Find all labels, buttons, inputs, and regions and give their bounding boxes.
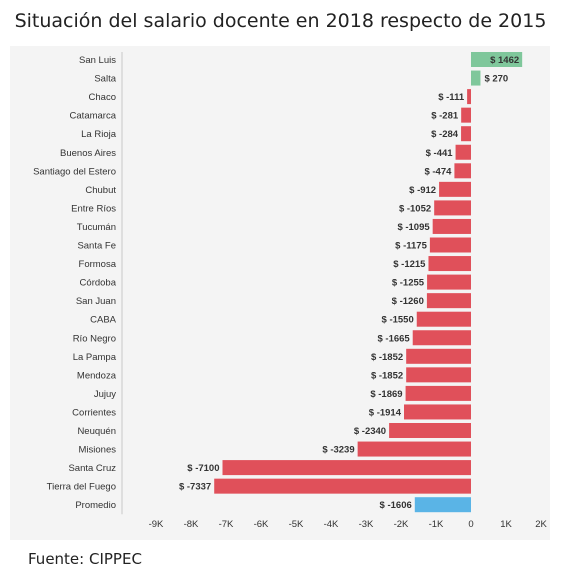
x-tick-label: -2K — [394, 519, 409, 530]
category-label: Río Negro — [73, 333, 116, 344]
bar — [426, 293, 471, 309]
bar — [439, 181, 471, 197]
bar — [461, 107, 471, 123]
x-tick-label: -4K — [324, 519, 339, 530]
category-label: Formosa — [79, 259, 117, 270]
x-tick-label: 1K — [500, 519, 512, 530]
data-label: $ -1255 — [392, 278, 425, 289]
chart-title: Situación del salario docente en 2018 re… — [14, 10, 547, 32]
category-label: Chubut — [85, 185, 116, 196]
data-label: $ -1665 — [377, 333, 410, 344]
bar — [404, 404, 471, 420]
bar — [471, 70, 481, 86]
x-tick-label: 0 — [468, 519, 473, 530]
data-label: $ -1175 — [395, 241, 427, 252]
x-tick-label: 2K — [535, 519, 547, 530]
data-label: $ -2340 — [354, 426, 386, 437]
category-label: Tucumán — [77, 222, 116, 233]
bar — [416, 311, 471, 327]
data-label: $ -281 — [431, 111, 459, 122]
category-label: Jujuy — [94, 389, 116, 400]
bar — [432, 218, 471, 234]
category-label: Tierra del Fuego — [47, 482, 116, 493]
data-label: $ -7337 — [179, 482, 211, 493]
data-label: $ -1852 — [371, 370, 403, 381]
bar — [428, 256, 471, 272]
data-label: $ -1095 — [397, 222, 430, 233]
data-label: $ -1550 — [382, 315, 414, 326]
data-label: $ -474 — [424, 166, 452, 177]
bar — [412, 330, 471, 346]
data-label: $ -1215 — [393, 259, 426, 270]
data-label: $ 1462 — [490, 55, 519, 66]
bar — [357, 441, 471, 457]
bar — [405, 385, 471, 401]
x-tick-label: -3K — [359, 519, 374, 530]
bar — [461, 126, 471, 142]
bar — [455, 144, 471, 160]
bar — [414, 497, 471, 513]
bar — [427, 274, 471, 290]
bar — [406, 367, 471, 383]
category-label: San Luis — [79, 55, 116, 66]
data-label: $ -3239 — [322, 445, 354, 456]
category-label: Mendoza — [77, 370, 117, 381]
category-label: La Pampa — [73, 352, 117, 363]
x-tick-label: -1K — [429, 519, 444, 530]
category-label: Corrientes — [72, 407, 116, 418]
category-label: Entre Ríos — [71, 203, 116, 214]
data-label: $ -1052 — [399, 203, 431, 214]
x-tick-label: -8K — [184, 519, 199, 530]
category-label: Misiones — [79, 445, 117, 456]
data-label: $ -1260 — [392, 296, 424, 307]
data-label: $ -1606 — [380, 500, 412, 511]
chart-panel — [10, 46, 550, 540]
category-label: Promedio — [75, 500, 116, 511]
bar — [429, 237, 471, 253]
data-label: $ -1852 — [371, 352, 403, 363]
category-label: La Rioja — [81, 129, 117, 140]
bar — [454, 163, 471, 179]
bar — [471, 52, 523, 67]
bar — [222, 460, 471, 476]
category-label: Chaco — [89, 92, 116, 103]
data-label: $ 270 — [484, 74, 508, 85]
x-tick-label: -6K — [254, 519, 269, 530]
category-label: Córdoba — [80, 278, 117, 289]
data-label: $ -912 — [409, 185, 436, 196]
data-label: $ -1914 — [369, 407, 402, 418]
data-label: $ -284 — [431, 129, 459, 140]
bar — [434, 200, 471, 216]
category-label: Santa Fe — [77, 241, 116, 252]
category-label: Santa Cruz — [68, 463, 116, 474]
x-tick-label: -9K — [149, 519, 164, 530]
data-label: $ -111 — [438, 92, 465, 103]
category-label: Catamarca — [70, 111, 117, 122]
data-label: $ -1869 — [370, 389, 402, 400]
bar — [406, 348, 471, 364]
data-label: $ -441 — [426, 148, 454, 159]
category-label: Salta — [94, 74, 116, 85]
data-label: $ -7100 — [187, 463, 219, 474]
bar — [467, 89, 471, 105]
x-tick-label: -7K — [219, 519, 234, 530]
category-label: Neuquén — [77, 426, 116, 437]
source-note: Fuente: CIPPEC — [28, 550, 142, 568]
x-tick-label: -5K — [289, 519, 304, 530]
bar — [389, 423, 471, 438]
category-label: CABA — [90, 315, 117, 326]
bar-chart: San Luis $ 1462 Salta $ 270 Chaco $ -111 Catam… — [33, 52, 547, 530]
category-label: San Juan — [76, 296, 116, 307]
category-label: Buenos Aires — [60, 148, 116, 159]
bar — [214, 478, 471, 494]
category-label: Santiago del Estero — [33, 166, 116, 177]
